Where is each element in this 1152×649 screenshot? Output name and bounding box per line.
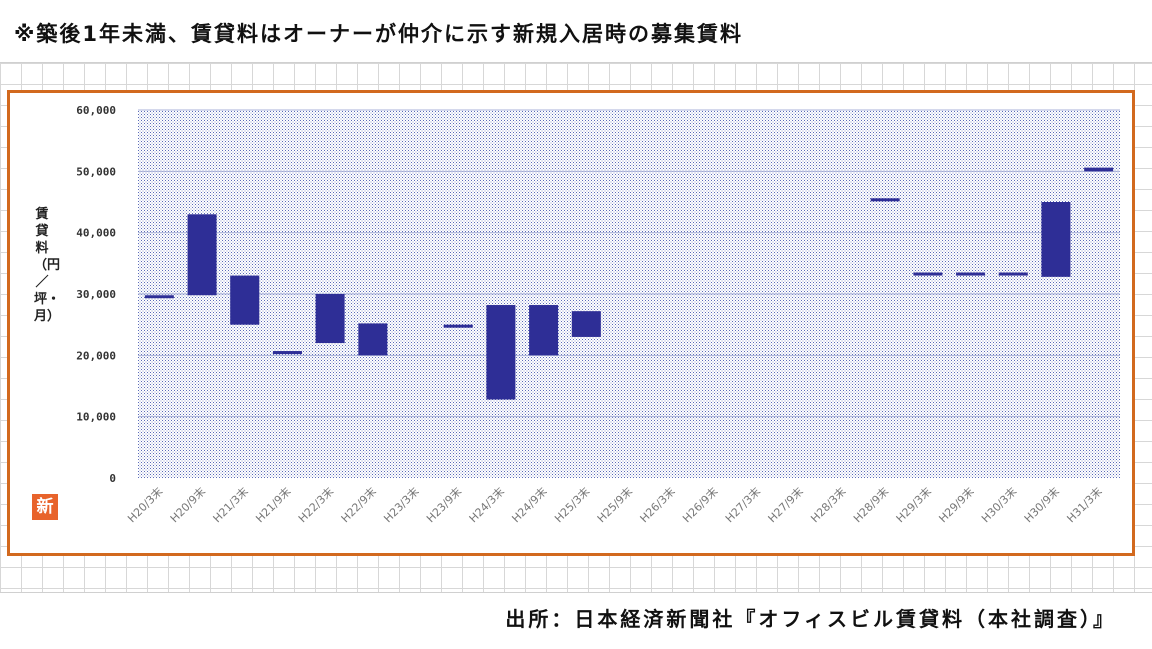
range-bar: [1084, 167, 1114, 172]
range-bar: [315, 294, 345, 344]
x-tick-label: H27/3末: [722, 484, 763, 525]
x-tick-label: H28/3末: [808, 484, 849, 525]
y-tick-label: 10,000: [76, 411, 116, 424]
x-tick-label: H20/9末: [167, 484, 208, 525]
source-band: [0, 592, 1152, 649]
x-tick-label: H31/3末: [1064, 484, 1105, 525]
x-tick-label: H25/9末: [594, 484, 635, 525]
range-bar: [870, 198, 900, 202]
y-tick-label: 30,000: [76, 288, 116, 301]
x-tick-label: H23/3末: [381, 484, 422, 525]
x-tick-label: H30/9末: [1021, 484, 1062, 525]
source-text: 出所：日本経済新聞社『オフィスビル賃貸料（本社調査）』: [505, 607, 1116, 631]
x-tick-label: H29/9末: [936, 484, 977, 525]
x-tick-label: H26/3末: [637, 484, 678, 525]
x-tick-label: H24/3末: [466, 484, 507, 525]
x-tick-label: H29/3末: [893, 484, 934, 525]
range-bar: [144, 295, 174, 299]
note-text: ※築後1年未満、賃貸料はオーナーが仲介に示す新規入居時の募集賃料: [14, 22, 744, 46]
range-bar: [529, 305, 559, 356]
x-tick-label: H26/9末: [680, 484, 721, 525]
range-bar: [913, 272, 943, 276]
y-tick-label: 40,000: [76, 227, 116, 240]
range-bar: [998, 272, 1028, 276]
x-tick-label: H20/3末: [124, 484, 165, 525]
range-bar: [1041, 202, 1071, 277]
x-tick-label: H28/9末: [850, 484, 891, 525]
x-tick-label: H23/9末: [423, 484, 464, 525]
x-tick-label: H21/9末: [253, 484, 294, 525]
range-bar: [956, 272, 986, 276]
y-tick-label: 0: [109, 472, 116, 485]
note-band: [0, 0, 1152, 63]
range-bar: [571, 311, 601, 337]
x-tick-label: H22/3末: [295, 484, 336, 525]
range-bar: [443, 324, 473, 328]
x-tick-label: H27/9末: [765, 484, 806, 525]
y-tick-label: 20,000: [76, 349, 116, 362]
range-bar: [358, 323, 388, 356]
range-bar: [272, 351, 302, 355]
y-axis-label: 賃貸料（円／坪・月）: [34, 207, 61, 324]
x-tick-label: H21/3末: [210, 484, 251, 525]
y-tick-label: 50,000: [76, 165, 116, 178]
x-tick-label: H24/9末: [509, 484, 550, 525]
x-tick-label: H22/9末: [338, 484, 379, 525]
x-tick-label: H30/3末: [978, 484, 1019, 525]
newspaper-logo: 新: [32, 494, 58, 520]
range-bar: [486, 305, 516, 400]
y-tick-label: 60,000: [76, 104, 116, 117]
range-bar: [230, 275, 260, 325]
x-tick-label: H25/3末: [551, 484, 592, 525]
range-bar: [187, 214, 217, 296]
